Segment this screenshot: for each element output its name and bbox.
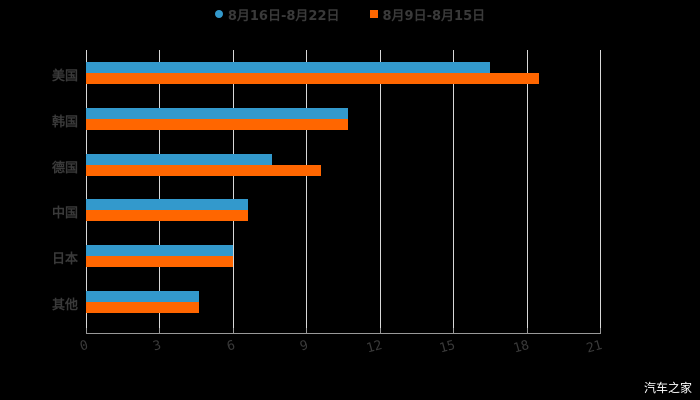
bar[interactable] <box>86 291 199 302</box>
x-tick <box>233 328 234 334</box>
x-tick <box>380 328 381 334</box>
y-category-label: 韩国 <box>51 115 78 130</box>
x-tick-label: 3 <box>151 338 163 355</box>
y-category-label: 其他 <box>51 298 78 313</box>
bar[interactable] <box>86 256 233 267</box>
bar[interactable] <box>86 119 348 130</box>
x-tick <box>453 328 454 334</box>
bar[interactable] <box>86 154 272 165</box>
x-tick-label: 0 <box>78 338 90 355</box>
x-tick-label: 15 <box>437 338 457 357</box>
x-axis-line <box>86 333 600 334</box>
gridline <box>380 50 381 328</box>
x-tick-label: 18 <box>511 338 531 357</box>
gridline <box>233 50 234 328</box>
bar[interactable] <box>86 73 539 84</box>
gridline <box>527 50 528 328</box>
legend-label: 8月9日-8月15日 <box>382 8 486 24</box>
watermark: 汽车之家 <box>643 381 692 395</box>
legend-square-icon <box>369 10 378 18</box>
gridline <box>453 50 454 328</box>
x-tick <box>306 328 307 334</box>
x-tick-label: 12 <box>364 338 384 357</box>
legend-item-series-2[interactable]: 8月9日-8月15日 <box>369 4 486 24</box>
x-tick-label: 6 <box>225 338 237 355</box>
x-tick <box>600 328 601 334</box>
bar[interactable] <box>86 302 199 313</box>
legend-label: 8月16日-8月22日 <box>227 8 340 24</box>
bar[interactable] <box>86 108 348 119</box>
gridline <box>86 50 87 328</box>
legend-circle-icon <box>214 10 223 18</box>
bar[interactable] <box>86 199 248 210</box>
y-category-label: 日本 <box>51 252 78 267</box>
gridline <box>306 50 307 328</box>
x-tick-label: 9 <box>298 338 310 355</box>
x-tick <box>86 328 87 334</box>
y-category-label: 中国 <box>51 206 78 221</box>
y-category-label: 美国 <box>51 69 78 84</box>
bar[interactable] <box>86 245 233 256</box>
bar[interactable] <box>86 210 248 221</box>
bar[interactable] <box>86 62 490 73</box>
x-tick-label: 21 <box>584 338 604 357</box>
gridline <box>159 50 160 328</box>
chart-legend: 8月16日-8月22日 8月9日-8月15日 <box>0 4 700 24</box>
y-category-label: 德国 <box>51 161 78 176</box>
legend-item-series-1[interactable]: 8月16日-8月22日 <box>214 4 340 24</box>
bar[interactable] <box>86 165 321 176</box>
x-tick <box>159 328 160 334</box>
gridline <box>600 50 601 328</box>
x-tick <box>527 328 528 334</box>
